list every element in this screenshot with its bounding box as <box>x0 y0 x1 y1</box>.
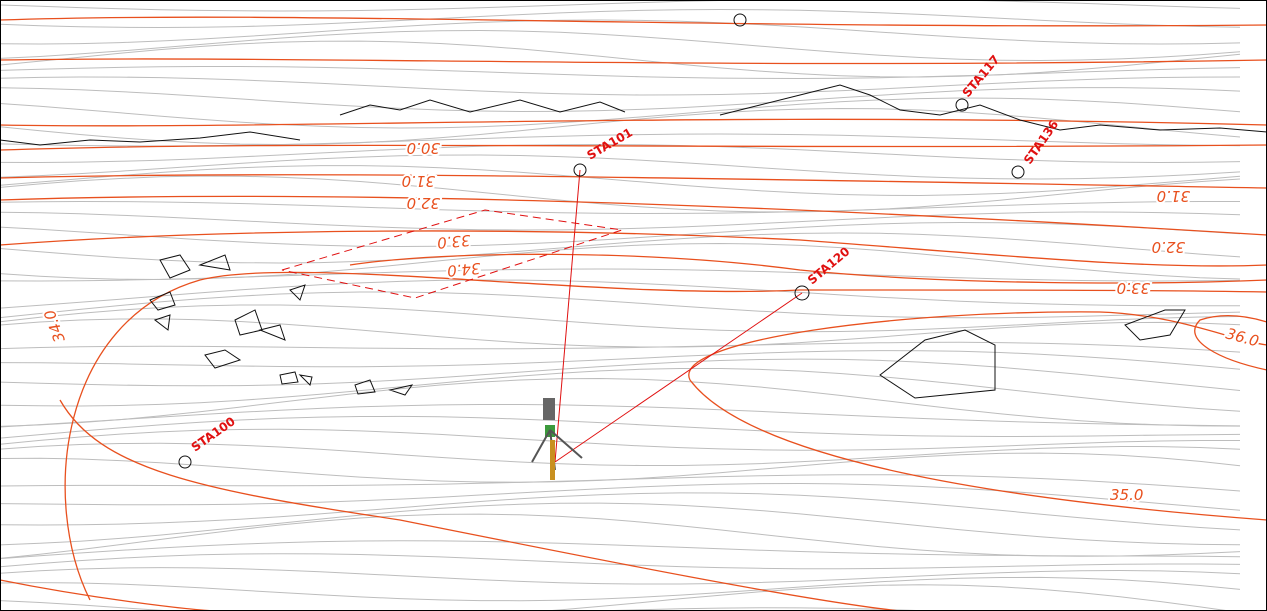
station-symbol <box>1011 165 1025 179</box>
minor-contours <box>0 0 1241 611</box>
contour <box>0 553 1241 570</box>
contour <box>0 576 1241 602</box>
contour <box>0 377 1241 427</box>
contour <box>0 118 1267 127</box>
contour-label: 33.0 <box>436 231 471 252</box>
contour-label: 32.0 <box>1152 238 1185 256</box>
contour-label: 32.0 <box>407 194 440 212</box>
station-symbol <box>955 98 969 112</box>
contour <box>0 318 1241 348</box>
contour <box>0 174 1267 189</box>
rocks <box>0 13 1267 469</box>
station-symbol <box>794 285 810 301</box>
contour <box>0 540 1241 560</box>
contour <box>0 144 1267 151</box>
shot-line <box>554 292 803 463</box>
contour <box>0 502 1241 546</box>
contour <box>0 165 1241 197</box>
contour <box>349 253 1267 284</box>
contour-label: 31.0 <box>1157 187 1190 205</box>
major-contours <box>0 16 1267 611</box>
contour <box>0 200 1240 215</box>
contour-label: 35.0 <box>1110 486 1143 504</box>
instrument-head <box>543 398 555 420</box>
station-symbol <box>733 13 747 27</box>
contour <box>0 29 1241 62</box>
contour <box>0 358 1241 391</box>
shot-line <box>554 169 581 463</box>
contour <box>0 143 1241 164</box>
contour <box>0 341 1241 353</box>
contour <box>0 221 1241 248</box>
contour <box>0 428 1240 451</box>
contour <box>0 0 1241 12</box>
contour <box>0 58 1267 65</box>
survey-lines <box>281 169 803 463</box>
instrument <box>531 398 583 480</box>
contour-label: 31.0 <box>402 172 435 190</box>
station-symbol <box>178 455 192 469</box>
contour <box>0 415 1241 439</box>
contour <box>0 19 1241 45</box>
contour <box>0 211 1241 231</box>
pole <box>550 440 555 480</box>
contour <box>0 97 1241 129</box>
contour <box>0 195 1267 236</box>
contour <box>0 304 1241 333</box>
contour <box>0 584 1233 611</box>
contour <box>0 66 1241 80</box>
contour <box>688 311 1267 521</box>
contour <box>0 16 1267 27</box>
contour <box>0 230 1267 267</box>
contour <box>0 154 1241 180</box>
contour <box>0 368 1241 412</box>
contour <box>0 40 1241 78</box>
contour <box>0 404 1241 428</box>
contour <box>0 492 1241 531</box>
station-symbol <box>573 163 587 177</box>
rock-outline <box>149 254 1186 399</box>
contour-label: 33.0 <box>1117 279 1150 297</box>
breakline <box>0 84 1267 146</box>
contour <box>64 271 1267 601</box>
contour-label: 34.0 <box>446 259 481 280</box>
contour <box>0 279 1241 309</box>
contour <box>0 8 1241 29</box>
contour <box>0 350 1241 370</box>
contour <box>0 291 1241 319</box>
boundary <box>281 209 623 299</box>
contour <box>0 175 1241 213</box>
contour <box>0 482 1241 511</box>
contour <box>0 76 1241 96</box>
contour <box>0 442 1241 466</box>
contour <box>0 567 1241 585</box>
contour-label: 30.0 <box>407 139 440 157</box>
contour <box>1194 314 1267 371</box>
